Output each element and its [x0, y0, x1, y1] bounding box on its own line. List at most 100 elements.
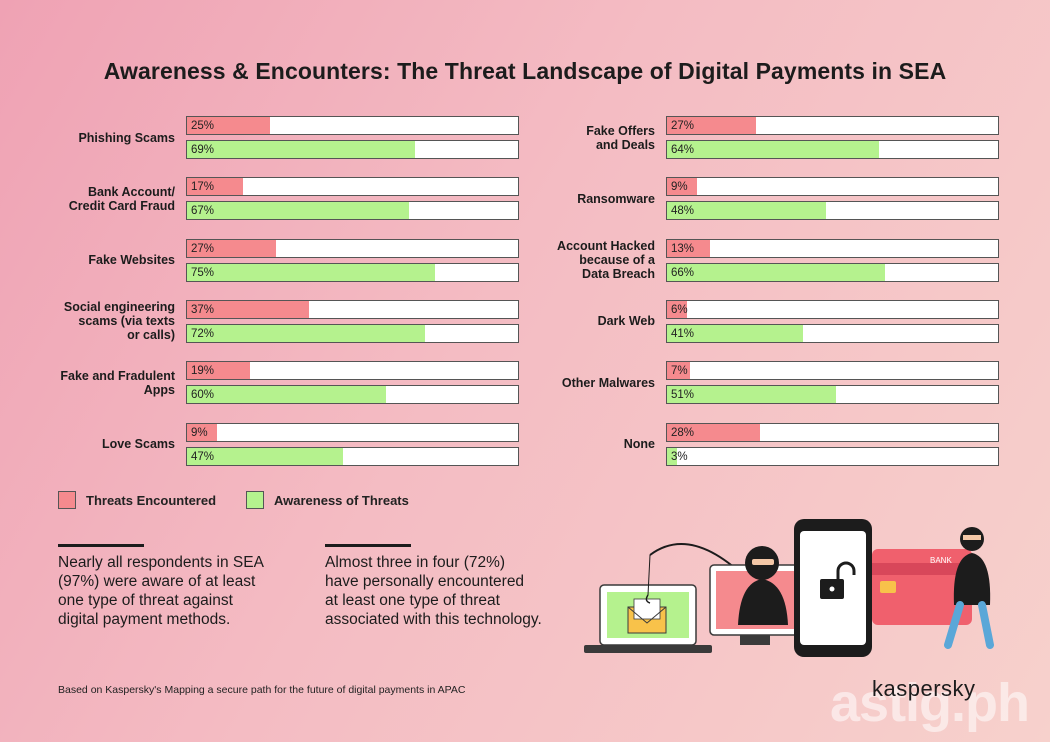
awareness-bar: 48%: [666, 201, 999, 221]
category-label: Ransomware: [577, 191, 655, 206]
awareness-bar-fill: [187, 386, 386, 404]
awareness-value-label: 60%: [191, 389, 215, 402]
brand-logo: kaspersky: [872, 676, 976, 701]
awareness-value-label: 67%: [191, 205, 215, 218]
threat-bar-fill: [187, 239, 277, 257]
threat-value-label: 13%: [671, 242, 695, 255]
awareness-bar: 72%: [186, 323, 519, 343]
thief-icon: [944, 527, 994, 649]
category-label: Social engineering scams (via texts or c…: [63, 300, 175, 343]
callout-text-2: Almost three in four (72%) have personal…: [325, 554, 542, 628]
threat-bar-fill: [187, 362, 250, 380]
threat-bar: 25%: [186, 116, 519, 135]
category-label: Love Scams: [102, 437, 175, 451]
awareness-bar-fill: [667, 386, 836, 404]
awareness-bar: 51%: [666, 385, 999, 405]
legend-label-threat: Threats Encountered: [86, 493, 217, 508]
threat-bar-fill: [667, 423, 760, 441]
threat-bar: 13%: [666, 238, 999, 258]
awareness-bar: 3%: [666, 446, 999, 466]
legend-label-aware: Awareness of Threats: [274, 493, 409, 508]
awareness-bar: 69%: [186, 140, 519, 159]
awareness-value-label: 3%: [671, 450, 688, 463]
threat-bar: 19%: [186, 361, 519, 381]
awareness-bar-fill: [187, 263, 436, 281]
category-label: Fake and Fradulent Apps: [60, 368, 175, 397]
category-label: Phishing Scams: [78, 130, 175, 145]
category-label: Account Hacked because of a Data Breach: [557, 239, 655, 282]
category-label: Bank Account/ Credit Card Fraud: [68, 184, 175, 213]
awareness-value-label: 69%: [191, 144, 215, 156]
page-title: Awareness & Encounters: The Threat Lands…: [103, 58, 947, 84]
legend-swatch-aware: [246, 491, 264, 509]
awareness-value-label: 66%: [671, 266, 695, 279]
threat-value-label: 17%: [191, 181, 215, 194]
envelope-icon: [627, 598, 667, 634]
threat-bar: 27%: [666, 116, 999, 135]
threat-value-label: 9%: [191, 426, 208, 439]
threat-value-label: 27%: [671, 120, 695, 132]
threat-bar: 28%: [666, 422, 999, 442]
threat-bar: 27%: [186, 238, 519, 258]
threat-bar: 17%: [186, 177, 519, 197]
footnote: Based on Kaspersky's Mapping a secure pa…: [58, 684, 466, 696]
awareness-bar-fill: [187, 447, 343, 465]
awareness-value-label: 41%: [671, 327, 695, 340]
awareness-value-label: 75%: [191, 266, 215, 279]
threat-bar: 6%: [666, 299, 999, 319]
threat-value-label: 28%: [671, 426, 695, 439]
threat-bar: 7%: [666, 361, 999, 381]
threat-bar-fill: [667, 300, 687, 318]
awareness-value-label: 51%: [671, 389, 695, 402]
hacker-icon: [738, 546, 788, 625]
awareness-bar: 67%: [186, 201, 519, 221]
threat-bar: 9%: [666, 177, 999, 197]
awareness-bar-fill: [187, 202, 409, 220]
awareness-bar: 47%: [186, 446, 519, 466]
awareness-value-label: 72%: [191, 327, 215, 340]
awareness-bar-fill: [667, 447, 677, 465]
threat-value-label: 6%: [671, 303, 688, 316]
legend-swatch-threat: [58, 491, 76, 509]
awareness-value-label: 48%: [671, 205, 695, 218]
awareness-bar-fill: [187, 324, 426, 342]
threat-bar-fill: [667, 178, 697, 196]
threat-bar-fill: [187, 117, 270, 134]
awareness-bar: 75%: [186, 262, 519, 282]
bank-card-text: BANK: [930, 556, 952, 565]
callout-rule-1: [58, 544, 144, 547]
threat-bar: 37%: [186, 299, 519, 319]
threat-value-label: 25%: [191, 120, 215, 132]
threat-value-label: 27%: [191, 242, 215, 255]
threat-value-label: 9%: [671, 181, 688, 194]
threat-bar-fill: [187, 300, 310, 318]
threat-bar-fill: [667, 362, 691, 380]
awareness-bar-fill: [667, 202, 826, 220]
threat-bar-fill: [187, 178, 244, 196]
threat-value-label: 7%: [671, 365, 688, 378]
category-label: Other Malwares: [561, 375, 655, 390]
category-label: Fake Websites: [88, 253, 175, 268]
awareness-bar: 41%: [666, 323, 999, 343]
awareness-bar: 66%: [666, 262, 999, 282]
callout-text-1: Nearly all respondents in SEA (97%) were…: [58, 554, 264, 628]
awareness-bar-fill: [187, 141, 416, 158]
awareness-bar: 60%: [186, 385, 519, 405]
threat-bar: 9%: [186, 422, 519, 442]
category-label: Dark Web: [597, 314, 655, 329]
threat-value-label: 37%: [191, 303, 215, 316]
awareness-bar: 64%: [666, 140, 999, 159]
awareness-value-label: 64%: [671, 144, 695, 156]
threat-bar-fill: [667, 239, 711, 257]
threat-bar-fill: [667, 117, 757, 134]
category-label: None: [623, 437, 655, 451]
threat-bar-fill: [187, 423, 217, 441]
hacker-illustration: BANK: [584, 519, 994, 657]
threat-value-label: 19%: [191, 365, 215, 378]
awareness-bar-fill: [667, 263, 886, 281]
callout-rule-2: [325, 544, 411, 547]
awareness-bar-fill: [667, 324, 803, 342]
bank-card-icon: BANK: [872, 549, 972, 625]
awareness-value-label: 47%: [191, 450, 215, 463]
category-label: Fake Offers and Deals: [586, 123, 655, 152]
